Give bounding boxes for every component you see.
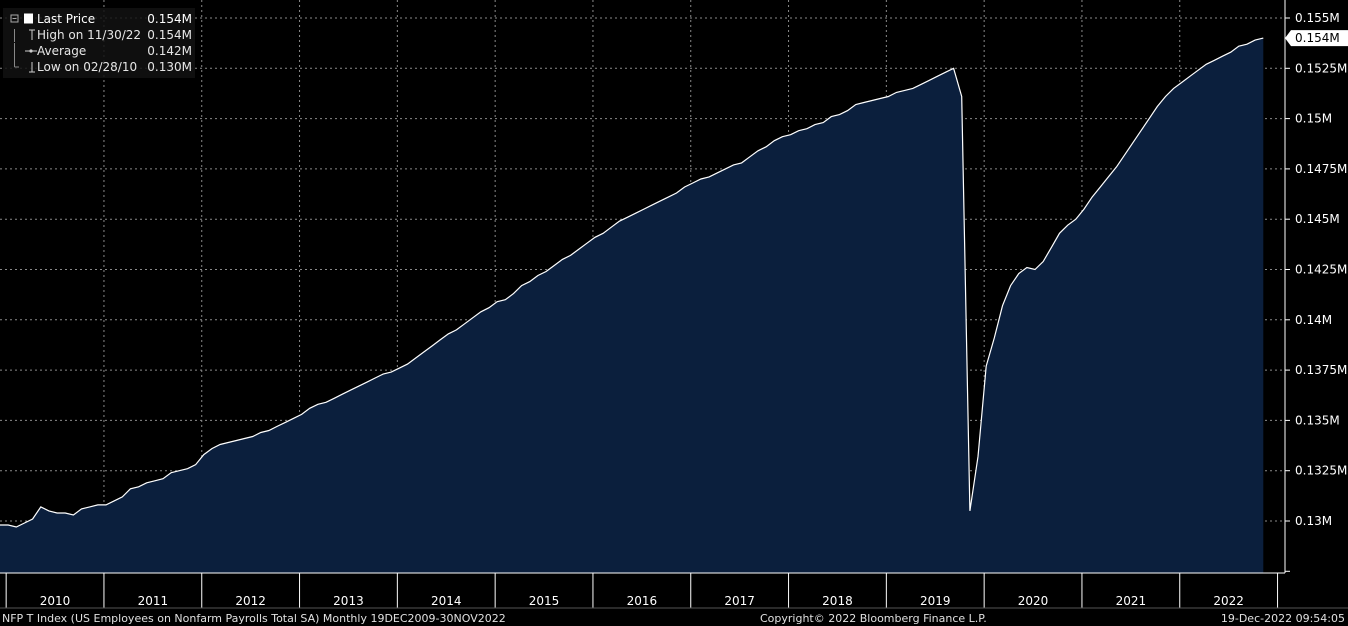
y-tick-label: 0.1525M: [1295, 61, 1347, 75]
x-tick-label: 2010: [40, 594, 71, 608]
legend-collapse-icon[interactable]: [7, 11, 35, 27]
x-tick-label: 2020: [1018, 594, 1049, 608]
x-tick-label: 2017: [724, 594, 755, 608]
x-tick-label: 2013: [333, 594, 364, 608]
y-tick-label: 0.1475M: [1295, 162, 1347, 176]
x-tick-label: 2011: [138, 594, 169, 608]
last-value-label: 0.154M: [1295, 31, 1340, 45]
legend-box: Last Price 0.154M High on 11/30/22 0.154…: [3, 8, 195, 78]
last-value-marker: 0.154M: [1285, 30, 1348, 47]
x-tick-label: 2016: [627, 594, 658, 608]
average-marker-icon: [7, 43, 37, 59]
legend-label: Low on 02/28/10: [37, 60, 138, 74]
legend-value: 0.142M: [147, 44, 192, 58]
last-value-tag: [1285, 30, 1348, 47]
legend-row-low: Low on 02/28/10 0.130M: [3, 59, 195, 75]
y-tick-label: 0.14M: [1295, 313, 1332, 327]
y-axis: 0.155M 0.1525M 0.15M 0.1475M 0.145M 0.1425M 0.…: [1284, 0, 1347, 573]
y-tick-label: 0.15M: [1295, 112, 1332, 126]
x-axis: 2010 2011 2012 2013 2014 2015 2016 2017 2018 2019…: [0, 572, 1348, 609]
footer-timestamp: 19-Dec-2022 09:54:05: [1220, 612, 1345, 625]
y-tick-label: 0.1425M: [1295, 263, 1347, 277]
y-tick-label: 0.13M: [1295, 514, 1332, 528]
x-tick-label: 2012: [235, 594, 266, 608]
low-marker-icon: [7, 59, 35, 75]
x-tick-label: 2021: [1116, 594, 1147, 608]
x-tick-label: 2019: [920, 594, 951, 608]
high-marker-icon: [7, 27, 35, 43]
y-tick-label: 0.145M: [1295, 212, 1340, 226]
legend-row-average: Average 0.142M: [3, 43, 195, 59]
y-tick-label: 0.1325M: [1295, 464, 1347, 478]
legend-value: 0.154M: [147, 12, 192, 26]
series-line: [0, 37, 1264, 528]
footer-copyright: Copyright© 2022 Bloomberg Finance L.P.: [760, 612, 987, 625]
footer-security-description: NFP T Index (US Employees on Nonfarm Pay…: [2, 612, 506, 625]
y-tick-label: 0.1375M: [1295, 363, 1347, 377]
area-fill: [0, 38, 1264, 574]
x-tick-label: 2018: [822, 594, 853, 608]
y-tick-label: 0.155M: [1295, 11, 1340, 25]
legend-label: Last Price: [37, 12, 96, 26]
legend-label: High on 11/30/22: [37, 28, 142, 42]
x-tick-label: 2015: [529, 594, 560, 608]
legend-value: 0.130M: [147, 60, 192, 74]
x-tick-label: 2022: [1213, 594, 1244, 608]
legend-row-high: High on 11/30/22 0.154M: [3, 27, 195, 43]
legend-label: Average: [37, 44, 87, 58]
legend-row-last-price: Last Price 0.154M: [3, 11, 195, 27]
x-tick-label: 2014: [431, 594, 462, 608]
legend-value: 0.154M: [147, 28, 192, 42]
y-tick-label: 0.135M: [1295, 413, 1340, 427]
